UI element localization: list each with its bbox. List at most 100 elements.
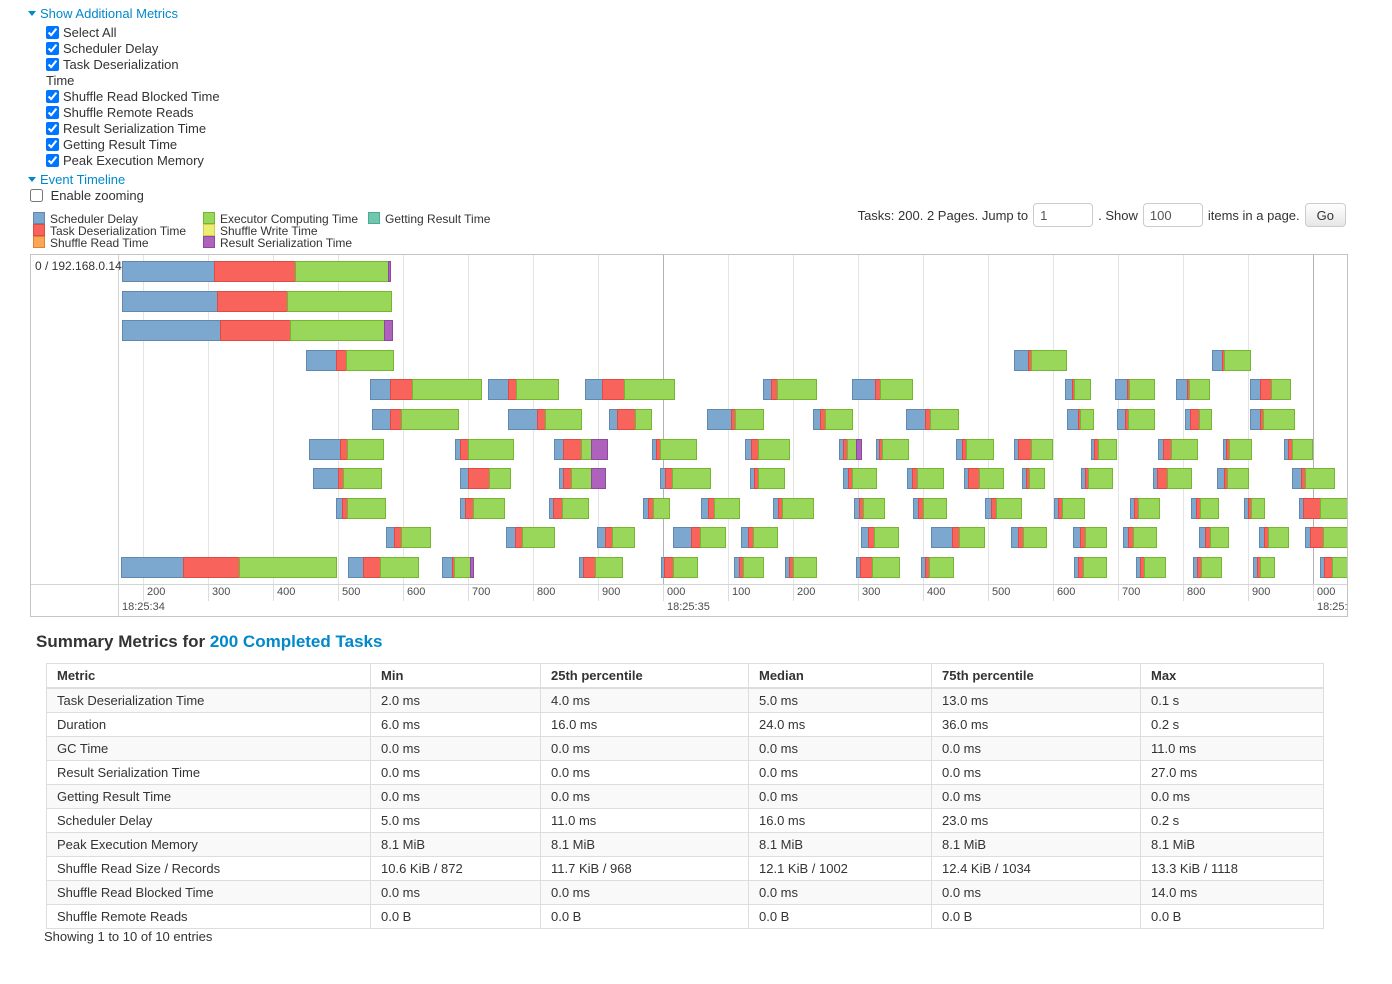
metric-checkbox-getting-result-time[interactable]: Getting Result Time — [46, 137, 308, 153]
task-bar[interactable] — [907, 468, 944, 489]
task-bar[interactable] — [1011, 527, 1047, 548]
task-bar[interactable] — [1299, 498, 1347, 519]
task-bar[interactable] — [1244, 498, 1265, 519]
task-bar[interactable] — [1074, 557, 1107, 578]
task-bar[interactable] — [852, 379, 913, 400]
task-bar[interactable] — [597, 527, 635, 548]
task-bar[interactable] — [1320, 557, 1347, 578]
task-bar[interactable] — [309, 439, 384, 460]
task-bar[interactable] — [701, 498, 740, 519]
task-bar[interactable] — [1223, 439, 1252, 460]
task-bar[interactable] — [1259, 527, 1289, 548]
enable-zooming-checkbox[interactable]: Enable zooming — [30, 188, 308, 204]
task-bar[interactable] — [1153, 468, 1192, 489]
task-bar[interactable] — [1117, 409, 1155, 430]
task-bar[interactable] — [442, 557, 474, 578]
task-bar[interactable] — [913, 498, 947, 519]
task-bar[interactable] — [1191, 498, 1219, 519]
task-bar[interactable] — [734, 557, 764, 578]
task-bar[interactable] — [609, 409, 652, 430]
task-bar[interactable] — [956, 439, 994, 460]
items-per-page-input[interactable] — [1142, 203, 1203, 227]
task-bar[interactable] — [861, 527, 899, 548]
metric-checkbox-input[interactable] — [46, 26, 59, 39]
jump-to-page-input[interactable] — [1033, 203, 1094, 227]
task-bar[interactable] — [661, 557, 698, 578]
task-bar[interactable] — [1123, 527, 1157, 548]
task-bar[interactable] — [1065, 379, 1091, 400]
task-bar[interactable] — [1292, 468, 1335, 489]
task-bar[interactable] — [856, 557, 900, 578]
task-bar[interactable] — [1091, 439, 1117, 460]
metric-checkbox-input[interactable] — [46, 42, 59, 55]
task-bar[interactable] — [554, 439, 608, 460]
task-bar[interactable] — [921, 557, 954, 578]
metric-checkbox-shuffle-remote-reads[interactable]: Shuffle Remote Reads — [46, 105, 308, 121]
task-bar[interactable] — [741, 527, 778, 548]
task-bar[interactable] — [964, 468, 1004, 489]
task-bar[interactable] — [370, 379, 482, 400]
metric-checkbox-task-deserialization-time[interactable]: Task Deserialization Time — [46, 57, 196, 89]
task-bar[interactable] — [1158, 439, 1198, 460]
task-bar[interactable] — [336, 498, 386, 519]
task-bar[interactable] — [1014, 350, 1067, 371]
task-bar[interactable] — [386, 527, 431, 548]
metric-checkbox-scheduler-delay[interactable]: Scheduler Delay — [46, 41, 308, 57]
task-bar[interactable] — [1115, 379, 1155, 400]
enable-zooming-input[interactable] — [30, 189, 43, 202]
task-bar[interactable] — [1067, 409, 1094, 430]
task-bar[interactable] — [1284, 439, 1313, 460]
metric-checkbox-peak-execution-memory[interactable]: Peak Execution Memory — [46, 153, 308, 169]
task-bar[interactable] — [643, 498, 670, 519]
task-bar[interactable] — [1250, 409, 1295, 430]
task-bar[interactable] — [488, 379, 559, 400]
task-bar[interactable] — [579, 557, 623, 578]
task-bar[interactable] — [1212, 350, 1251, 371]
task-bar[interactable] — [876, 439, 909, 460]
task-bar[interactable] — [122, 261, 391, 282]
task-bar[interactable] — [1193, 557, 1222, 578]
task-bar[interactable] — [306, 350, 394, 371]
task-bar[interactable] — [122, 320, 393, 341]
task-bar[interactable] — [785, 557, 817, 578]
task-bar[interactable] — [585, 379, 675, 400]
metric-checkbox-select-all[interactable]: Select All — [46, 25, 308, 41]
task-bar[interactable] — [1185, 409, 1212, 430]
task-bar[interactable] — [1199, 527, 1229, 548]
metric-checkbox-shuffle-read-blocked-time[interactable]: Shuffle Read Blocked Time — [46, 89, 308, 105]
task-bar[interactable] — [121, 557, 337, 578]
task-bar[interactable] — [313, 468, 382, 489]
task-bar[interactable] — [460, 468, 511, 489]
task-bar[interactable] — [773, 498, 814, 519]
task-bar[interactable] — [1054, 498, 1085, 519]
metric-checkbox-input[interactable] — [46, 58, 59, 71]
task-bar[interactable] — [1073, 527, 1107, 548]
task-bar[interactable] — [559, 468, 606, 489]
task-bar[interactable] — [750, 468, 785, 489]
task-bar[interactable] — [460, 498, 505, 519]
task-bar[interactable] — [985, 498, 1022, 519]
task-bar[interactable] — [1176, 379, 1210, 400]
metric-checkbox-input[interactable] — [46, 138, 59, 151]
completed-tasks-link[interactable]: 200 Completed Tasks — [209, 632, 383, 651]
task-bar[interactable] — [372, 409, 459, 430]
task-bar[interactable] — [1014, 439, 1053, 460]
show-additional-metrics-toggle[interactable]: Show Additional Metrics — [28, 6, 308, 22]
event-timeline-toggle[interactable]: Event Timeline — [28, 172, 308, 188]
task-bar[interactable] — [931, 527, 985, 548]
task-bar[interactable] — [1250, 379, 1291, 400]
task-bar[interactable] — [652, 439, 697, 460]
task-bar[interactable] — [506, 527, 555, 548]
task-bar[interactable] — [549, 498, 589, 519]
task-bar[interactable] — [455, 439, 514, 460]
task-bar[interactable] — [707, 409, 764, 430]
task-bar[interactable] — [122, 291, 392, 312]
task-bar[interactable] — [1136, 557, 1166, 578]
task-bar[interactable] — [745, 439, 790, 460]
task-bar[interactable] — [854, 498, 885, 519]
task-bar[interactable] — [906, 409, 959, 430]
task-bar[interactable] — [660, 468, 711, 489]
metric-checkbox-input[interactable] — [46, 90, 59, 103]
timeline-canvas[interactable] — [119, 255, 1347, 584]
task-bar[interactable] — [813, 409, 853, 430]
